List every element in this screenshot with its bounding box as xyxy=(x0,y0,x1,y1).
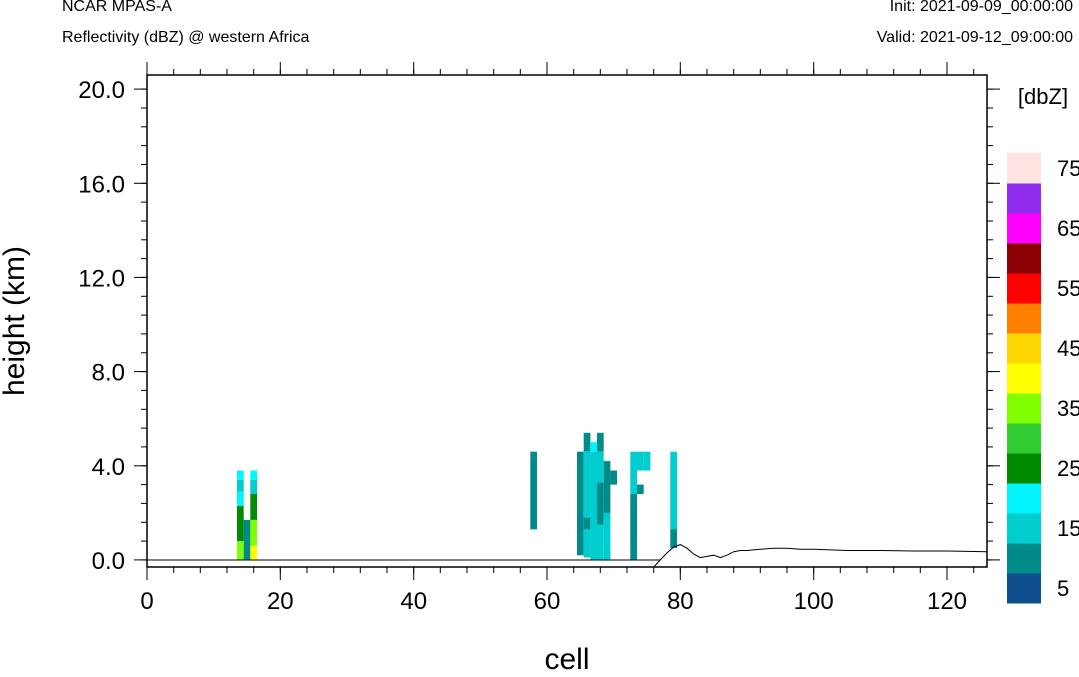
colorbar: 5 15 25 35 45 55 65 75 xyxy=(1007,153,1079,604)
colorbar-label: 35 xyxy=(1057,396,1079,421)
x-tick-label: 80 xyxy=(667,588,694,615)
init-time: Init: 2021-09-09_00:00:00 xyxy=(889,0,1073,15)
reflectivity-cell xyxy=(630,451,637,495)
colorbar-swatch xyxy=(1007,453,1041,484)
reflectivity-cell xyxy=(577,451,584,556)
terrain-line xyxy=(147,544,988,568)
field-subtitle: Reflectivity (dBZ) @ western Africa xyxy=(62,29,310,46)
reflectivity-cell xyxy=(250,470,257,480)
reflectivity-cell xyxy=(583,529,591,558)
terrain-layer xyxy=(147,544,988,568)
colorbar-label: 55 xyxy=(1057,276,1079,301)
reflectivity-cell xyxy=(637,484,644,494)
reflectivity-cell xyxy=(583,432,591,452)
reflectivity-cell xyxy=(603,512,611,560)
colorbar-swatch xyxy=(1007,183,1041,214)
reflectivity-cell xyxy=(530,451,537,530)
colorbar-label: 15 xyxy=(1057,516,1079,541)
reflectivity-cell xyxy=(630,494,637,560)
colorbar-swatch xyxy=(1007,393,1041,424)
reflectivity-cell xyxy=(670,451,677,530)
y-tick-label: 16.0 xyxy=(78,171,125,198)
tick-labels: 0 20 40 60 80 100 120 0.0 4.0 8.0 12.0 16.0 20.0 xyxy=(78,77,967,615)
reflectivity-cell xyxy=(643,451,651,471)
plot-frame xyxy=(146,74,988,568)
y-tick-label: 12.0 xyxy=(78,265,125,292)
colorbar-swatch xyxy=(1007,483,1041,514)
reflectivity-cell xyxy=(237,505,244,542)
colorbar-label: 45 xyxy=(1057,336,1079,361)
reflectivity-cell xyxy=(597,432,604,452)
reflectivity-cell xyxy=(250,545,257,560)
reflectivity-cell xyxy=(237,470,244,480)
reflectivity-cell xyxy=(603,461,611,513)
colorbar-swatch xyxy=(1007,303,1041,334)
reflectivity-cell xyxy=(597,482,604,525)
valid-time: Valid: 2021-09-12_09:00:00 xyxy=(876,29,1073,46)
reflectivity-cell xyxy=(250,479,257,494)
reflectivity-cell xyxy=(590,442,597,452)
reflectivity-cell xyxy=(250,494,257,520)
colorbar-swatch xyxy=(1007,273,1041,304)
reflectivity-cell xyxy=(597,524,604,560)
colorbar-label: 25 xyxy=(1057,456,1079,481)
x-tick-label: 120 xyxy=(927,588,967,615)
reflectivity-cell xyxy=(243,519,251,560)
reflectivity-cell xyxy=(637,451,644,471)
colorbar-swatch xyxy=(1007,213,1041,244)
reflectivity-cell xyxy=(250,519,257,546)
x-tick-label: 60 xyxy=(534,588,561,615)
colorbar-label: 65 xyxy=(1057,216,1079,241)
reflectivity-cell xyxy=(583,517,591,530)
reflectivity-cell xyxy=(237,491,244,506)
reflectivity-cell xyxy=(237,541,244,560)
colorbar-swatch xyxy=(1007,153,1041,184)
reflectivity-cell xyxy=(597,451,604,483)
x-tick-label: 20 xyxy=(267,588,294,615)
y-tick-label: 8.0 xyxy=(92,360,125,387)
colorbar-swatch xyxy=(1007,333,1041,364)
colorbar-label: 75 xyxy=(1057,156,1079,181)
colorbar-swatch xyxy=(1007,363,1041,394)
colorbar-swatch xyxy=(1007,423,1041,454)
x-tick-label: 0 xyxy=(140,588,153,615)
reflectivity-cell xyxy=(670,529,677,549)
reflectivity-cell xyxy=(237,479,244,492)
x-axis-label: cell xyxy=(544,643,589,676)
reflectivity-cell xyxy=(590,451,597,560)
colorbar-swatch xyxy=(1007,543,1041,574)
colorbar-label: 5 xyxy=(1057,576,1069,601)
model-title: NCAR MPAS-A xyxy=(62,0,172,15)
colorbar-swatch xyxy=(1007,513,1041,544)
reflectivity-cell xyxy=(610,470,617,485)
y-tick-label: 0.0 xyxy=(92,548,125,575)
reflectivity-cells xyxy=(237,432,677,560)
y-tick-label: 4.0 xyxy=(92,454,125,481)
x-tick-label: 40 xyxy=(400,588,427,615)
x-tick-label: 100 xyxy=(794,588,834,615)
y-tick-label: 20.0 xyxy=(78,77,125,104)
colorbar-swatch xyxy=(1007,573,1041,604)
colorbar-swatch xyxy=(1007,243,1041,274)
axis-ticks xyxy=(134,62,1000,580)
colorbar-title: [dbZ] xyxy=(1018,84,1068,109)
y-axis-label: height (km) xyxy=(0,246,31,396)
reflectivity-cell xyxy=(583,451,591,518)
